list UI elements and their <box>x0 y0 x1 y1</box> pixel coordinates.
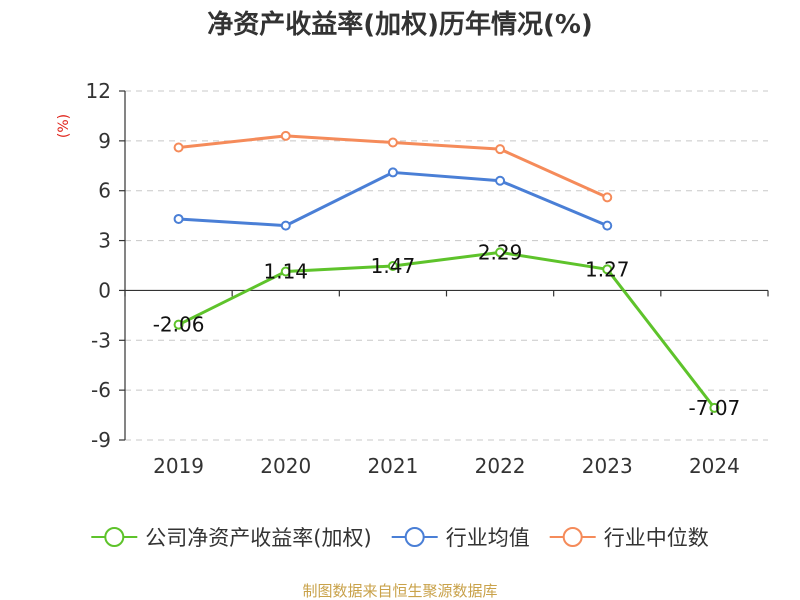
x-tick-label: 2019 <box>153 454 204 478</box>
legend: 公司净资产收益率(加权) 行业均值 行业中位数 <box>91 526 709 550</box>
series-line <box>177 250 716 409</box>
legend-label: 行业中位数 <box>604 526 709 550</box>
y-tick-label: 9 <box>98 129 111 153</box>
legend-item[interactable]: 行业中位数 <box>549 526 709 550</box>
y-tick-label: 6 <box>98 179 111 203</box>
series-line <box>178 170 608 228</box>
legend-marker-icon <box>562 527 583 547</box>
data-point <box>495 144 506 155</box>
data-label: 1.47 <box>371 254 416 278</box>
data-labels: -2.06 1.14 1.47 2.29 1.27 -7.07 <box>153 240 741 420</box>
x-tick-label: 2021 <box>367 454 418 478</box>
data-point <box>602 192 613 203</box>
y-axis-label: (%) <box>56 114 72 138</box>
y-tick-label: 3 <box>98 229 111 253</box>
data-point <box>709 402 720 413</box>
legend-marker-icon <box>404 527 425 547</box>
legend-label: 公司净资产收益率(加权) <box>145 526 371 550</box>
data-point <box>280 220 291 231</box>
y-tick-label: 12 <box>86 79 111 103</box>
x-tick-label: 2023 <box>582 454 633 478</box>
legend-item[interactable]: 公司净资产收益率(加权) <box>91 526 372 550</box>
data-label: 1.27 <box>585 257 630 281</box>
y-tick-label: 0 <box>98 278 111 302</box>
data-point <box>387 167 398 178</box>
series-layer <box>173 130 720 413</box>
data-point <box>602 220 613 231</box>
data-point <box>602 264 613 275</box>
data-point <box>495 247 506 258</box>
y-tick-label: -9 <box>91 428 111 452</box>
data-point <box>387 260 398 271</box>
data-point <box>280 130 291 141</box>
data-label: 2.29 <box>478 240 523 264</box>
data-point <box>173 319 184 330</box>
data-label: -7.07 <box>689 396 741 420</box>
data-point <box>387 137 398 148</box>
legend-marker-icon <box>104 527 125 547</box>
x-tick-label: 2024 <box>689 454 740 478</box>
legend-item[interactable]: 行业均值 <box>391 526 530 550</box>
data-point <box>173 213 184 224</box>
y-tick-label: -6 <box>91 378 111 402</box>
data-point <box>173 142 184 153</box>
source-note: 制图数据来自恒生聚源数据库 <box>302 582 497 600</box>
data-point <box>280 266 291 277</box>
x-tick-label: 2022 <box>475 454 526 478</box>
data-label: -2.06 <box>153 313 205 337</box>
axes: 12 9 6 3 0 -3 -6 -9 2019 2020 2021 2022 2023 2024 <box>86 79 769 478</box>
data-point <box>495 175 506 186</box>
x-tick-label: 2020 <box>260 454 311 478</box>
data-label: 1.14 <box>263 259 308 283</box>
grid-lines <box>125 90 768 441</box>
y-tick-label: -3 <box>91 328 111 352</box>
legend-label: 行业均值 <box>446 526 530 550</box>
chart-title: 净资产收益率(加权)历年情况(%) <box>207 9 593 40</box>
